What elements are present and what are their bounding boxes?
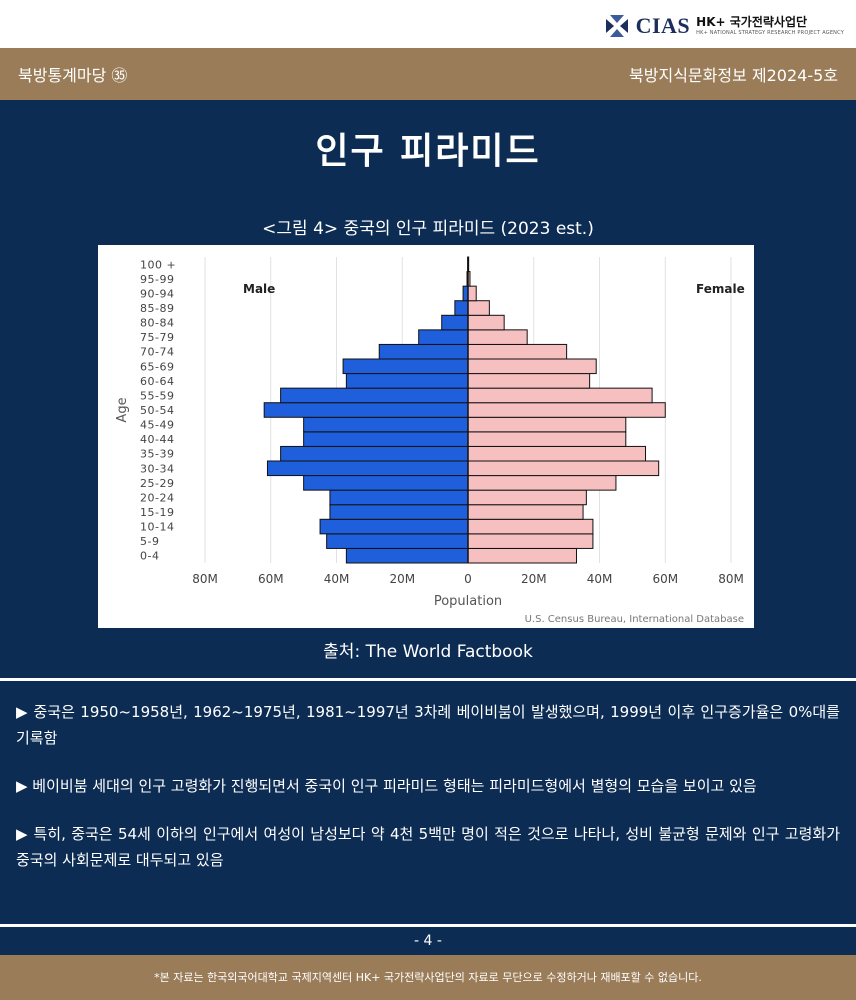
x-tick-label: 40M — [587, 572, 613, 586]
female-bar — [467, 504, 584, 520]
female-bar — [467, 518, 594, 535]
bullet-point-1: ▶ 중국은 1950~1958년, 1962~1975년, 1981~1997년… — [16, 703, 840, 747]
divider — [0, 679, 856, 681]
male-bar — [441, 314, 469, 331]
female-bar — [467, 314, 505, 331]
male-bar — [329, 504, 469, 520]
y-tick-label: 90-94 — [140, 287, 174, 300]
male-bar — [345, 373, 469, 389]
legend-male: Male — [243, 282, 275, 296]
female-bar — [467, 343, 568, 360]
female-bar — [467, 300, 490, 316]
y-tick-label: 25-29 — [140, 477, 174, 490]
y-tick-label: 0-4 — [140, 550, 159, 563]
female-bar — [467, 358, 597, 375]
y-tick-label: 55-59 — [140, 389, 174, 402]
female-bar — [467, 416, 627, 433]
logo-org-name: HK+ 국가전략사업단 — [696, 15, 808, 29]
y-tick-label: 75-79 — [140, 331, 174, 344]
y-tick-label: 30-34 — [140, 462, 174, 475]
y-tick-label: 50-54 — [140, 404, 174, 417]
x-tick-label: 20M — [389, 572, 415, 586]
series-title: 북방통계마당 ㉟ — [18, 66, 128, 85]
chart-svg: 80M 60M 40M 20M 0 20M 40M 60M 80M 0-4 5-910-14 15-1… — [115, 256, 745, 625]
legend-female: Female — [696, 282, 745, 296]
y-tick-label: 5-9 — [140, 535, 159, 548]
male-bar — [280, 387, 469, 404]
male-bar — [342, 358, 469, 375]
female-bar — [467, 285, 477, 302]
male-bar — [266, 460, 469, 477]
female-bar — [467, 445, 647, 462]
figure-source: 출처: The World Factbook — [323, 642, 533, 662]
y-tick-label: 45-49 — [140, 419, 174, 432]
female-bar — [467, 489, 587, 506]
bullet-point-2: ▶ 베이비붐 세대의 인구 고령화가 진행되면서 중국이 인구 피라미드 형태는… — [16, 777, 757, 795]
male-bar — [418, 329, 469, 345]
female-bar — [467, 329, 528, 345]
male-bar — [329, 489, 469, 506]
female-bar — [467, 460, 660, 477]
y-tick-label: 85-89 — [140, 302, 174, 315]
figure-caption: <그림 4> 중국의 인구 피라미드 (2023 est.) — [262, 219, 594, 239]
x-tick-label: 40M — [324, 572, 350, 586]
y-tick-label: 35-39 — [140, 448, 174, 461]
y-tick-label: 10-14 — [140, 521, 174, 534]
y-tick-label: 70-74 — [140, 346, 174, 359]
y-tick-label: 95-99 — [140, 273, 174, 286]
x-tick-label: 60M — [652, 572, 678, 586]
female-bar — [467, 475, 617, 491]
male-bar — [378, 343, 469, 360]
y-tick-label: 80-84 — [140, 317, 174, 330]
male-bar — [454, 300, 469, 316]
y-tick-label: 65-69 — [140, 360, 174, 373]
divider — [0, 925, 856, 927]
y-tick-label: 20-24 — [140, 491, 174, 504]
x-tick-label: 60M — [258, 572, 284, 586]
y-axis-label: Age — [115, 397, 130, 422]
cias-logo-mark-icon — [605, 15, 628, 37]
population-pyramid-chart: 80M 60M 40M 20M 0 20M 40M 60M 80M 0-4 5-9 10-14 15-1… — [98, 245, 754, 628]
page-number: - 4 - — [0, 927, 856, 955]
x-tick-label: 80M — [718, 572, 744, 586]
female-bar — [467, 387, 653, 404]
y-tick-label: 100 + — [140, 258, 176, 271]
summary-text: ▶ 중국은 1950~1958년, 1962~1975년, 1981~1997년… — [0, 681, 856, 924]
female-bar — [467, 373, 591, 389]
y-tick-label: 40-44 — [140, 433, 174, 446]
x-axis-label: Population — [434, 594, 502, 609]
chart-credit: U.S. Census Bureau, International Databa… — [525, 614, 744, 625]
x-tick-label: 0 — [464, 572, 472, 586]
y-tick-label: 15-19 — [140, 506, 174, 519]
male-bar — [319, 518, 469, 535]
male-bar — [263, 402, 469, 418]
male-bar — [345, 547, 469, 564]
cias-logo: CIAS HK+ 국가전략사업단 HK+ NATIONAL STRATEGY R… — [604, 10, 844, 42]
female-bar — [467, 547, 577, 564]
female-bar — [467, 533, 594, 549]
male-bar — [303, 475, 469, 491]
y-tick-label: 60-64 — [140, 375, 174, 388]
male-bar — [280, 445, 469, 462]
page-title: 인구 피라미드 — [315, 131, 541, 172]
female-bar — [467, 402, 666, 418]
male-bar — [303, 416, 469, 433]
male-bar — [303, 431, 469, 447]
x-tick-label: 20M — [521, 572, 547, 586]
x-tick-label: 80M — [192, 572, 218, 586]
bullet-point-3: ▶ 특히, 중국은 54세 이하의 인구에서 여성이 남성보다 약 4천 5백만… — [16, 825, 840, 869]
logo-subtitle: HK+ NATIONAL STRATEGY RESEARCH PROJECT A… — [696, 30, 844, 36]
male-bar — [326, 533, 469, 549]
logo-text: CIAS — [635, 13, 691, 38]
issue-number: 북방지식문화정보 제2024-5호 — [629, 66, 838, 85]
footer-notice: *본 자료는 한국외국어대학교 국제지역센터 HK+ 국가전략사업단의 자료로 … — [0, 955, 856, 1000]
female-bar — [467, 431, 627, 447]
header-bar: 북방통계마당 ㉟ 북방지식문화정보 제2024-5호 — [0, 48, 856, 100]
